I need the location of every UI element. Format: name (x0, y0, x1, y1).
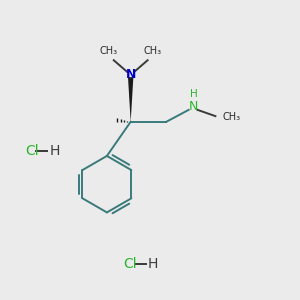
Text: CH₃: CH₃ (99, 46, 118, 56)
Text: CH₃: CH₃ (223, 112, 241, 122)
Text: Cl: Cl (25, 145, 39, 158)
Text: H: H (50, 145, 60, 158)
Text: N: N (125, 68, 136, 81)
Polygon shape (128, 77, 134, 122)
Text: H: H (148, 257, 158, 272)
Text: CH₃: CH₃ (144, 46, 162, 56)
Text: Cl: Cl (123, 257, 137, 272)
Text: N: N (188, 100, 198, 113)
Text: H: H (190, 89, 198, 100)
